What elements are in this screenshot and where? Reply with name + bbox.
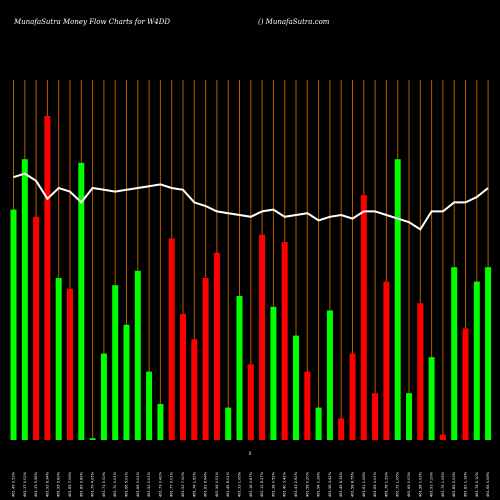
tick-label: 461.77 0.01%: [170, 471, 174, 497]
bar-red: [33, 216, 40, 440]
bar-green: [270, 306, 277, 440]
bar-green: [78, 162, 85, 441]
tick-label: 461.33 5.58%: [34, 471, 38, 497]
tick-label: 461.92 6.94%: [45, 471, 49, 497]
bar-red: [439, 434, 446, 440]
bar-red: [338, 418, 345, 440]
money-flow-line: [13, 172, 489, 231]
tick-label: 461.18 0.87%: [249, 471, 253, 497]
bar-red: [372, 393, 379, 440]
tick-label: 461.66 0.01%: [136, 471, 140, 497]
tick-label: 461.70 0.01%: [113, 471, 117, 497]
tick-label: 461.58 1.03%: [418, 471, 422, 497]
tick-label: 461.74 0.10%: [475, 471, 479, 497]
tick-label: 461.64 0.08%: [486, 471, 490, 497]
bar-green: [21, 159, 28, 440]
bar-green: [293, 335, 299, 440]
tick-label: 461.78 1.29%: [384, 471, 388, 497]
bar-red: [417, 303, 424, 440]
tick-label: 461.92 7.00%: [181, 471, 185, 497]
bar-green: [112, 285, 119, 440]
bar-red: [168, 238, 175, 440]
tick-label: 461.37 0.02%: [23, 471, 27, 497]
tick-label: 461.85 0.03%: [452, 471, 456, 497]
tick-label: 461.33 1.06%: [238, 471, 242, 497]
bar-green: [10, 209, 17, 440]
tick-label: 461.62 6.64%: [204, 471, 208, 497]
bar-green: [146, 371, 153, 440]
bar-green: [473, 281, 480, 440]
bars: [10, 116, 492, 441]
tick-label: 461.58 8.75%: [351, 471, 355, 497]
tick-label: 461.54 0.01%: [215, 471, 219, 497]
tick-label: 461.49 6.34%: [339, 471, 343, 497]
bar-red: [213, 252, 220, 440]
bar-red: [44, 116, 51, 440]
bar-red: [383, 281, 390, 440]
bar-red: [259, 234, 266, 440]
tick-label: 461.49 0.53%: [12, 471, 16, 497]
tick-label: 461.72 1.06%: [396, 471, 400, 497]
tick-label: 461.40 3.42%: [283, 471, 287, 497]
tick-label: 461.61 1.08%: [362, 471, 366, 497]
bar-green: [485, 267, 492, 440]
bar-red: [247, 364, 254, 440]
bar-green: [326, 310, 333, 440]
bar-red: [180, 314, 186, 440]
bar-red: [281, 242, 288, 440]
tick-label: 461.71 0.02%: [102, 471, 106, 497]
tick-label: 461.12 6.27%: [260, 471, 264, 497]
bar-green: [89, 438, 96, 440]
bar-green: [134, 270, 141, 440]
bar-red: [67, 288, 73, 440]
tick-label: 461.58 0.20%: [305, 471, 309, 497]
tick-label: 461.83 1.18%: [464, 471, 468, 497]
bar-red: [349, 353, 356, 440]
tick-label: 461.89 2.89%: [79, 471, 83, 497]
bar-green: [55, 278, 62, 440]
tick-label: 461.91 7.29%: [430, 471, 434, 497]
bar-red: [462, 328, 469, 440]
bar-green: [406, 393, 412, 440]
chart-title: MunafaSutra Money Flow Charts for W4DD: [13, 18, 170, 26]
bar-green: [123, 324, 130, 440]
bar-green: [315, 407, 322, 440]
tick-label: 461.66 5.01%: [125, 471, 129, 497]
tick-label: 461.65 0.01%: [373, 471, 377, 497]
tick-label: 461.95 9.89%: [57, 471, 61, 497]
tick-label: 461.69 0.03%: [407, 471, 411, 497]
tick-label: 461.79 4.05%: [91, 471, 95, 497]
chart-subtitle: () MunafaSutra.com: [258, 18, 330, 26]
tick-labels: 461.49 0.53% 461.37 0.02% 461.33 5.58% 461.…: [12, 471, 491, 497]
tick-label: 461.58 4.42%: [328, 471, 332, 497]
tick-label: 461.74 1.62%: [192, 471, 196, 497]
bar-red: [360, 195, 367, 440]
tick-label: 461.43 2.62%: [294, 471, 298, 497]
bar-red: [202, 278, 209, 440]
zero-label: 0: [249, 451, 252, 456]
tick-label: 461.38 0.59%: [271, 471, 275, 497]
tick-label: 461.65 7.06%: [68, 471, 72, 497]
bar-green: [157, 404, 164, 440]
bar-green: [100, 353, 107, 440]
bar-green: [428, 357, 435, 440]
bar-red: [304, 371, 311, 440]
tick-label: 461.45 8.01%: [226, 471, 230, 497]
tick-label: 461.73 0.42%: [158, 471, 162, 497]
tick-label: 461.52 0.01%: [147, 471, 151, 497]
bar-green: [225, 407, 232, 440]
bar-green: [236, 296, 243, 440]
tick-label: 461.79 1.05%: [441, 471, 445, 497]
bar-red: [191, 339, 198, 440]
tick-label: 461.54 1.28%: [317, 471, 321, 497]
bar-green: [394, 159, 401, 440]
bar-green: [451, 267, 458, 440]
